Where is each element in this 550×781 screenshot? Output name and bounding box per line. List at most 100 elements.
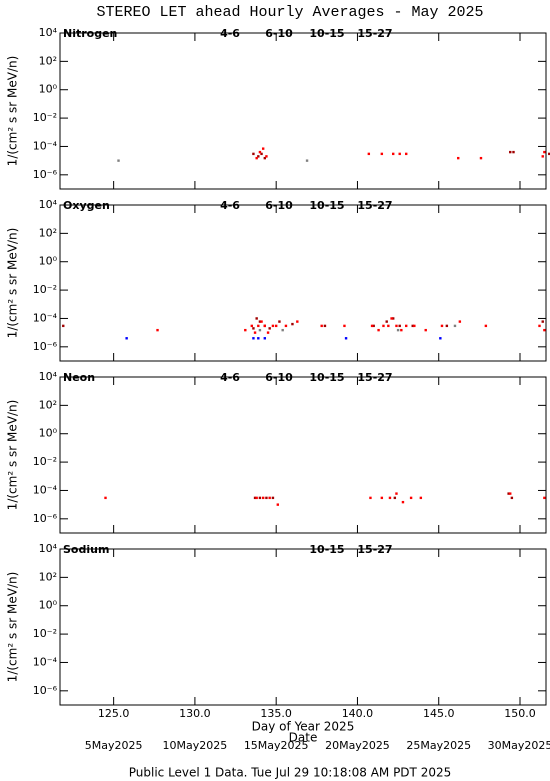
footer: Public Level 1 Data. Tue Jul 29 10:18:08… — [129, 766, 451, 780]
data-point — [257, 324, 260, 328]
data-point — [344, 337, 348, 340]
data-point — [510, 496, 514, 500]
y-tick-label: 10⁰ — [39, 599, 58, 612]
data-point — [395, 324, 398, 328]
chart-title: STEREO LET ahead Hourly Averages - May 2… — [96, 4, 483, 21]
x-tick-label: 125.0 — [98, 707, 130, 720]
plot-frame — [59, 376, 547, 534]
data-point — [453, 324, 457, 328]
data-point — [320, 324, 323, 328]
data-point — [343, 324, 346, 328]
data-point — [258, 150, 262, 154]
y-tick-label: 10⁻⁶ — [33, 340, 58, 353]
legend-entry: 4-6 — [220, 27, 240, 40]
data-point — [405, 324, 408, 328]
data-point — [291, 322, 294, 326]
data-point — [156, 328, 159, 332]
data-point — [266, 331, 270, 334]
data-point — [380, 152, 384, 156]
y-tick-label: 10⁻⁴ — [33, 311, 58, 324]
plot-frame — [59, 32, 547, 190]
data-point — [419, 496, 423, 500]
data-point — [548, 152, 550, 156]
data-point — [387, 324, 390, 328]
legend-entry: 10-15 — [309, 543, 344, 556]
data-point — [409, 496, 413, 500]
data-point — [367, 152, 371, 156]
data-point — [509, 150, 512, 154]
y-tick-label: 10⁻⁶ — [33, 168, 58, 181]
data-point — [284, 324, 288, 328]
data-point — [260, 320, 263, 323]
data-point — [392, 152, 395, 156]
x-axis-label: Day of Year 2025 — [252, 720, 355, 734]
legend-entry: 15-27 — [357, 371, 392, 384]
data-point — [265, 496, 268, 500]
data-point — [271, 496, 275, 500]
data-point — [258, 328, 262, 332]
data-point — [258, 496, 262, 500]
data-point — [458, 320, 462, 323]
data-point — [385, 320, 388, 323]
y-tick-label: 10⁻⁶ — [33, 512, 58, 525]
y-tick-label: 10⁴ — [39, 198, 58, 211]
legend-entry: 15-27 — [357, 543, 392, 556]
legend-entry: 6-10 — [265, 27, 293, 40]
data-point — [398, 324, 401, 328]
data-point — [392, 317, 395, 320]
data-point — [401, 500, 405, 504]
data-point — [305, 159, 309, 162]
date-tick-label: 10May2025 — [163, 739, 228, 752]
data-point — [388, 496, 392, 500]
y-tick-label: 10⁴ — [39, 26, 58, 39]
data-point — [382, 324, 385, 328]
y-tick-label: 10⁻² — [33, 455, 57, 468]
data-point — [543, 150, 546, 154]
data-point — [390, 317, 393, 320]
plot-frame — [59, 204, 547, 362]
y-tick-label: 10⁰ — [39, 83, 58, 96]
data-point — [263, 337, 267, 340]
data-point — [260, 152, 263, 156]
data-point — [439, 337, 442, 340]
y-tick-label: 10⁰ — [39, 427, 58, 440]
data-point — [274, 324, 278, 328]
data-point — [479, 156, 483, 160]
data-point — [509, 492, 512, 495]
data-point — [62, 324, 65, 328]
data-point — [244, 328, 247, 332]
y-axis-label: 1/(cm² s sr MeV/n) — [6, 400, 20, 511]
data-point — [255, 156, 258, 160]
data-point — [252, 152, 255, 156]
data-point — [253, 496, 257, 500]
panel-title: Oxygen — [63, 199, 110, 212]
y-tick-label: 10² — [39, 226, 57, 239]
y-tick-label: 10⁻⁶ — [33, 684, 58, 697]
data-point — [271, 324, 275, 328]
data-point — [512, 150, 515, 154]
data-point — [543, 328, 546, 332]
data-point — [255, 317, 258, 320]
data-point — [538, 324, 541, 328]
data-point — [457, 156, 460, 160]
y-axis-label: 1/(cm² s sr MeV/n) — [6, 572, 20, 683]
data-point — [541, 320, 544, 323]
x-tick-label: 135.0 — [260, 707, 292, 720]
data-point — [541, 155, 544, 158]
data-point — [323, 324, 327, 328]
data-point — [507, 492, 510, 495]
data-point — [440, 324, 444, 328]
data-point — [257, 155, 260, 158]
data-point — [261, 496, 265, 500]
data-point — [411, 324, 414, 328]
legend-entry: 10-15 — [309, 27, 344, 40]
data-point — [395, 492, 398, 495]
panel-title: Sodium — [63, 543, 109, 556]
data-point — [281, 328, 284, 332]
data-point — [253, 331, 257, 334]
data-point — [405, 152, 408, 156]
data-point — [400, 328, 403, 332]
data-point — [258, 320, 262, 323]
data-point — [398, 152, 401, 156]
